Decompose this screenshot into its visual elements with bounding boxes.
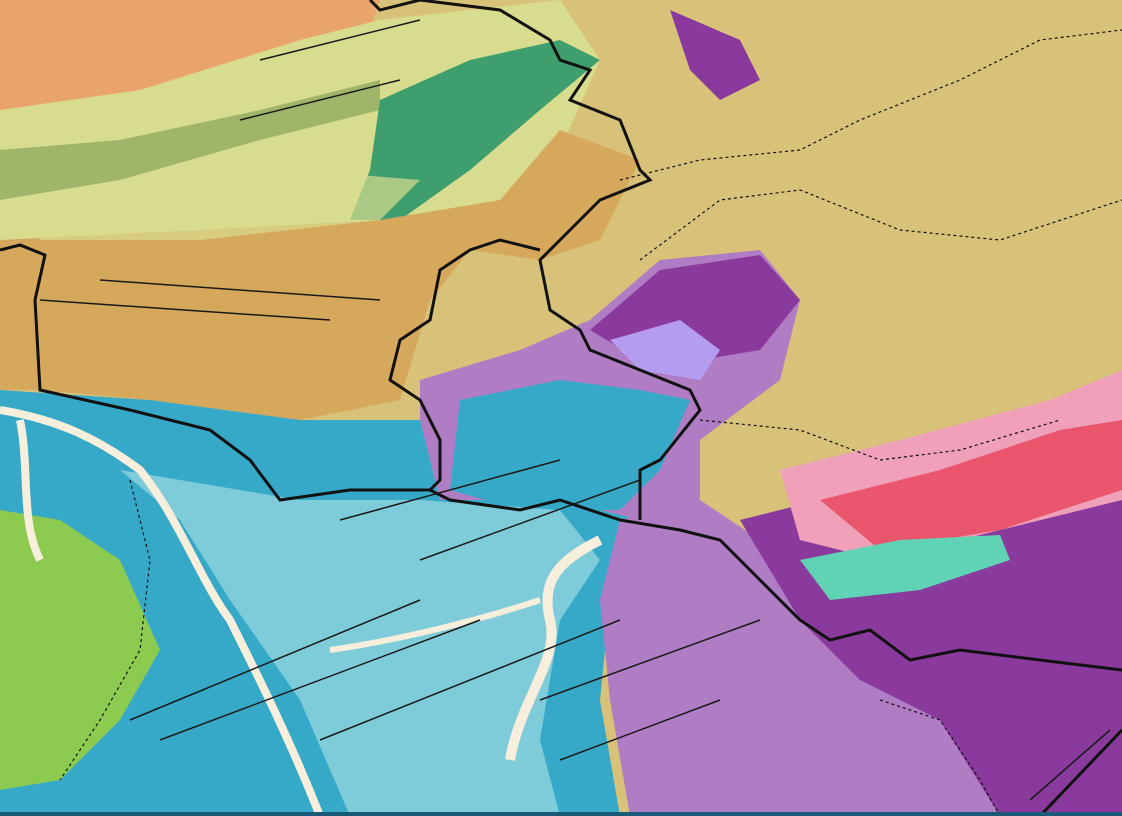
- bottom-strip: [0, 812, 1122, 816]
- violet-unit: [610, 320, 720, 380]
- river: [329, 597, 541, 653]
- river: [16, 419, 44, 562]
- boundary-line: [368, 0, 702, 520]
- olive-bands: [0, 80, 380, 200]
- river: [505, 535, 603, 761]
- light-green-central: [40, 170, 420, 240]
- green-unit: [0, 510, 160, 790]
- boundary-line: [0, 243, 1122, 672]
- boundary-line: [388, 238, 541, 492]
- river: [0, 406, 324, 816]
- purple-top-unit: [670, 10, 760, 100]
- tan-unit: [0, 130, 640, 420]
- admin-boundaries: [59, 29, 1122, 816]
- fault-lines: [39, 19, 1111, 801]
- dark-green-unit: [350, 40, 600, 220]
- boundary-line: [1038, 728, 1122, 816]
- blue-central-unit: [450, 380, 690, 510]
- red-unit: [820, 420, 1122, 550]
- teal-unit: [800, 535, 1010, 600]
